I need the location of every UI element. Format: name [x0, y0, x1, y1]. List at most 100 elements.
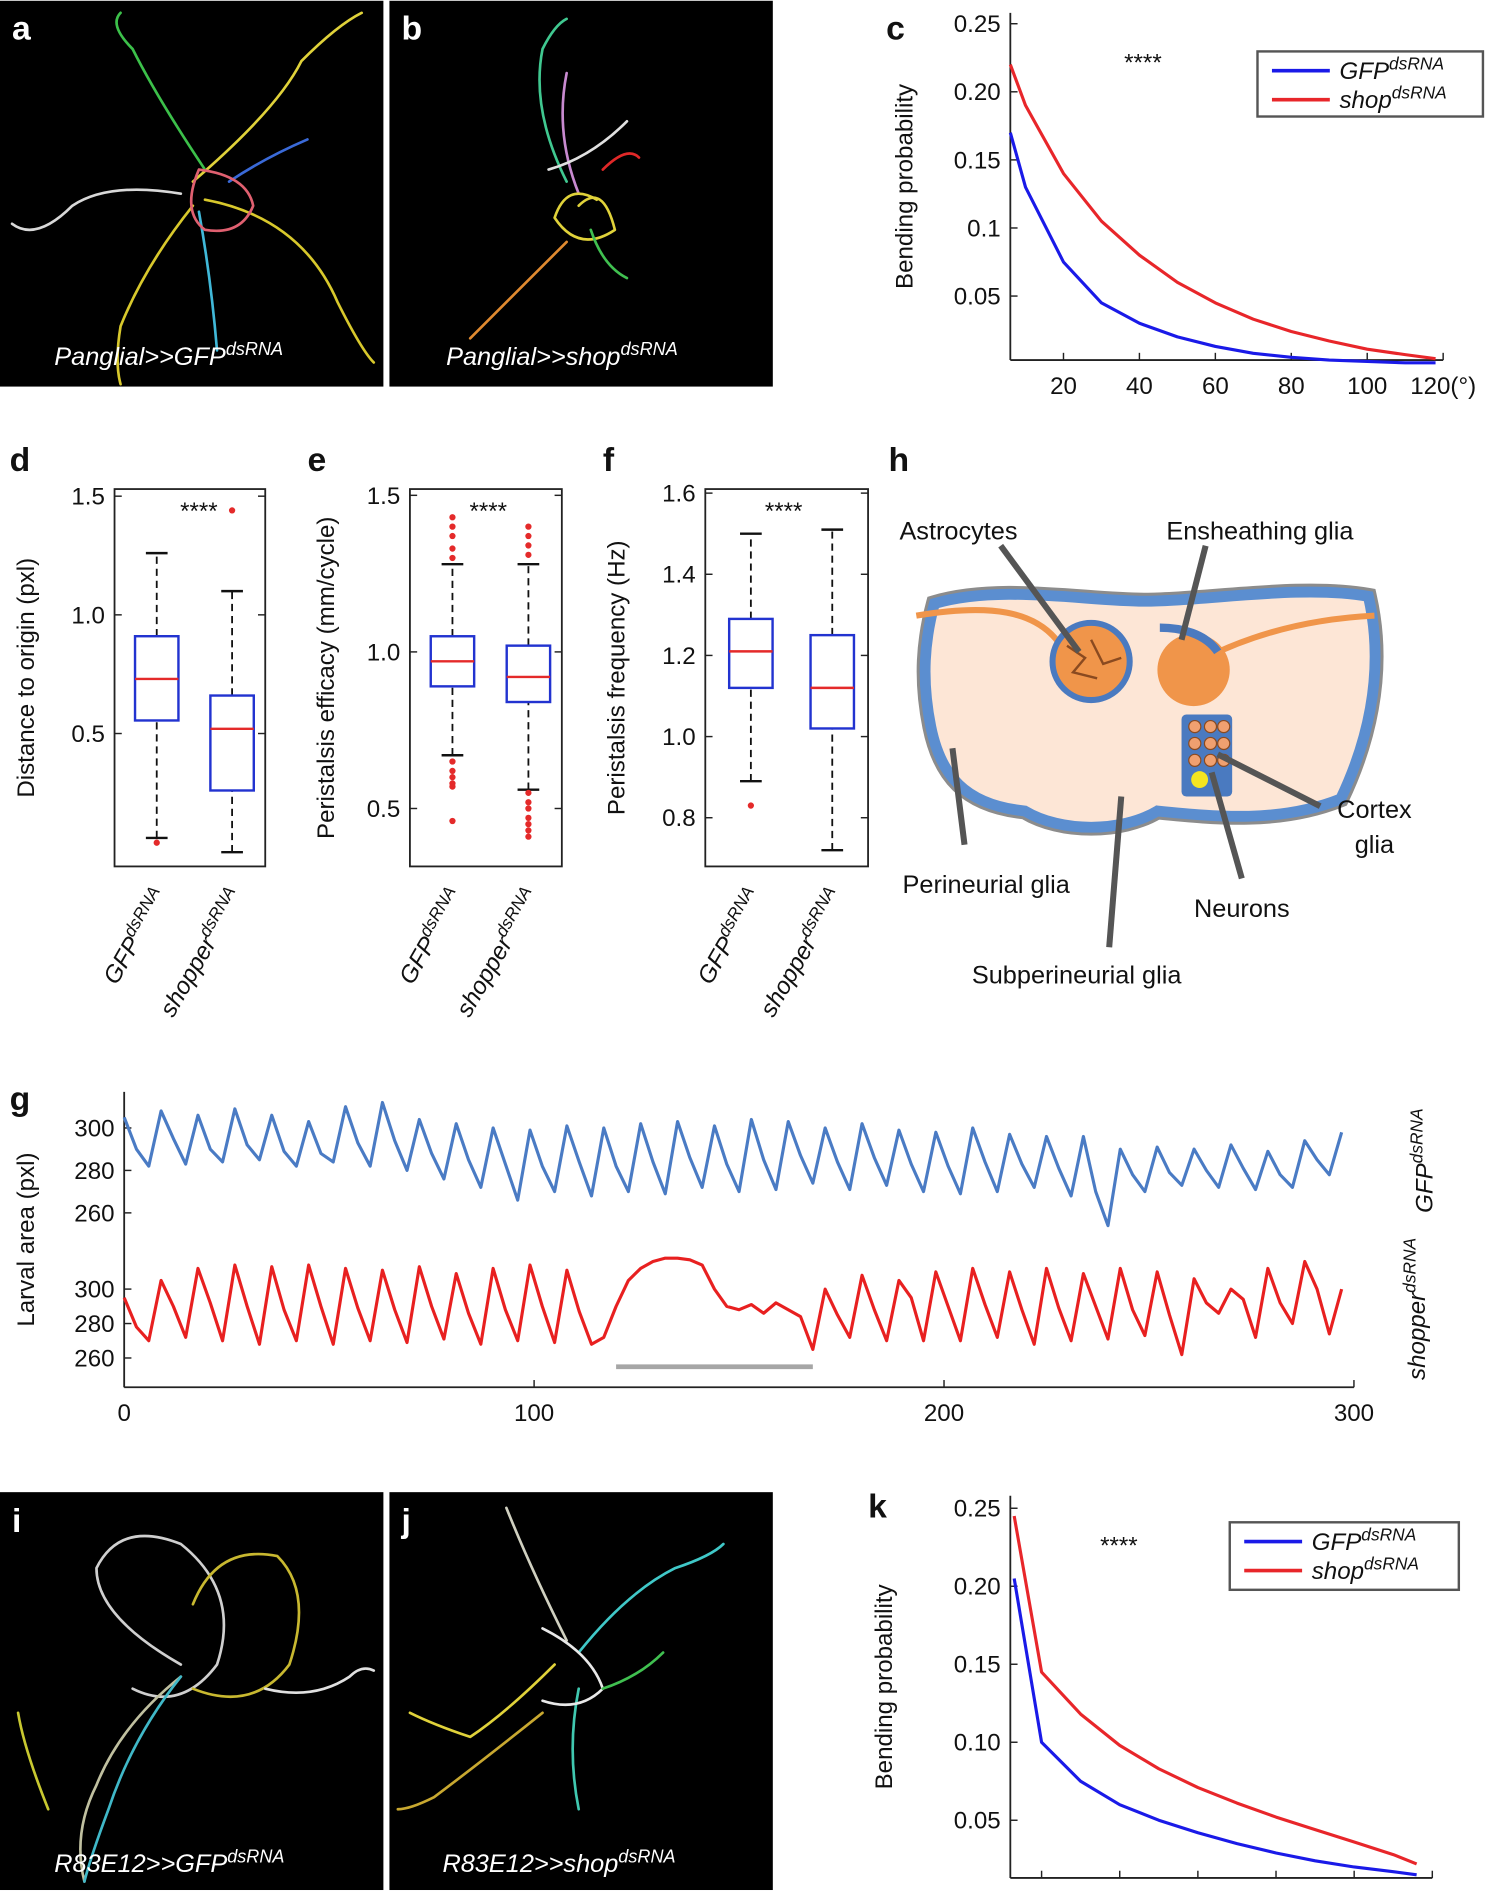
y-tick-label: 1.5 [71, 484, 105, 511]
image-caption: R83E12>>shopdsRNA [442, 1846, 675, 1878]
track [95, 1534, 226, 1698]
diagram-label: glia [1355, 831, 1395, 859]
outlier [525, 551, 532, 558]
x-tick-label: 60 [1202, 373, 1229, 400]
y-axis-label: Bending probability [892, 84, 919, 289]
outlier [449, 523, 456, 530]
y-tick-label: 0.5 [71, 721, 105, 748]
legend-label-main: shop [1312, 1558, 1364, 1585]
ensheathing-process [1204, 612, 1375, 661]
track [189, 168, 255, 233]
y-tick-label: 1.5 [367, 483, 401, 510]
x-tick-label-main: GFP [692, 932, 740, 988]
legend-box [1256, 50, 1485, 118]
outlier [747, 802, 755, 809]
series-line [122, 1256, 1344, 1357]
annotation: **** [470, 498, 508, 525]
astrocyte-process [915, 606, 1064, 648]
x-tick-label-superscript: dsRNA [795, 883, 840, 941]
image-caption: Panglial>>shopdsRNA [446, 339, 678, 371]
y-tick-label: 0.5 [367, 796, 401, 823]
diagram-label: Neurons [1194, 895, 1290, 923]
annotation: **** [1124, 50, 1162, 77]
x-tick-label-superscript: dsRNA [415, 883, 460, 941]
outlier [525, 821, 532, 828]
panel-a: a Panglial>>GFPdsRNA [0, 0, 384, 387]
x-tick-label: shopperdsRNA [151, 883, 249, 1022]
outlier [449, 532, 456, 540]
track [191, 1552, 301, 1698]
y-tick-label: 1.4 [662, 562, 696, 589]
x-tick-label: 60 [1184, 1891, 1211, 1892]
y-tick-label: 0.25 [954, 11, 1001, 38]
legend-label: shopdsRNA [1339, 82, 1446, 114]
caption-text: R83E12>>shop [442, 1850, 618, 1878]
series-line [1008, 64, 1436, 361]
outlier [449, 774, 456, 781]
outlier [449, 554, 456, 562]
panel-letter: h [889, 441, 910, 479]
x-tick-label-superscript: dsRNA [119, 883, 164, 941]
y-tick-label: 0.1 [967, 215, 1001, 242]
y-tick-label: 0.8 [662, 805, 696, 832]
annotation: **** [1100, 1533, 1138, 1560]
x-tick-label: GFPdsRNA [390, 883, 470, 989]
panel-h: h Astrocytes Ensheathing glia Cortex gli… [889, 441, 1412, 989]
outlier [449, 758, 456, 765]
x-tick-label: 40 [1106, 1891, 1133, 1892]
y-tick-label: 0.15 [954, 147, 1001, 174]
track [116, 204, 195, 386]
outlier [525, 814, 532, 822]
plot-frame [704, 488, 869, 868]
panel-letter: i [12, 1502, 21, 1540]
x-tick-label: 120(°) [1410, 373, 1476, 400]
diagram-label: Subperineurial glia [972, 961, 1182, 989]
ensheathing-glia [1157, 633, 1230, 707]
y-axis-label: Peristalsis frequency (Hz) [604, 540, 631, 815]
y-axis-label: Distance to origin (pxl) [13, 558, 40, 798]
y-tick-label: 1.0 [662, 724, 696, 751]
neuron-highlight [1191, 771, 1209, 789]
box [505, 644, 552, 704]
diagram-label: Astrocytes [899, 518, 1017, 546]
x-tick-label-superscript: dsRNA [713, 883, 758, 941]
box [809, 633, 856, 730]
legend-label-main: shop [1339, 87, 1391, 114]
perineurial-layer [919, 586, 1381, 833]
track [571, 1687, 581, 1811]
x-tick-label-main: shopper [155, 932, 222, 1022]
diagram-label: Perineurial glia [903, 871, 1071, 899]
x-tick-label: 300 [1334, 1400, 1374, 1427]
diagram-label: Cortex [1337, 796, 1412, 824]
legend-label-main: GFP [1312, 1529, 1362, 1556]
y-tick-label: 1.2 [662, 643, 696, 670]
y-tick-label: 0.05 [954, 283, 1001, 310]
legend-label-superscript: dsRNA [1392, 82, 1447, 102]
annotation: **** [180, 498, 218, 525]
caption-superscript: dsRNA [227, 1846, 284, 1866]
diagram-label: Ensheathing glia [1166, 518, 1354, 546]
y-tick-label: 0.25 [954, 1496, 1001, 1523]
outlier [449, 514, 456, 521]
legend-label: GFPdsRNA [1339, 53, 1444, 85]
panel-letter: g [10, 1080, 31, 1118]
track [191, 11, 364, 183]
panel-letter: c [886, 9, 905, 47]
annotation: **** [765, 498, 803, 525]
outlier [525, 532, 532, 540]
legend-label: shopdsRNA [1312, 1553, 1419, 1585]
x-tick-label: 100 [514, 1400, 554, 1427]
x-tick-label-superscript: dsRNA [491, 883, 536, 941]
image-caption: Panglial>>GFPdsRNA [54, 339, 283, 371]
series-line [1012, 1515, 1418, 1866]
x-tick-label-main: GFP [98, 932, 146, 988]
outlier [525, 789, 532, 796]
track [10, 188, 183, 232]
x-tick-label: 0 [117, 1400, 130, 1427]
track [396, 1711, 544, 1811]
outlier [153, 839, 160, 846]
caption-superscript: dsRNA [226, 339, 283, 359]
track [227, 138, 309, 183]
